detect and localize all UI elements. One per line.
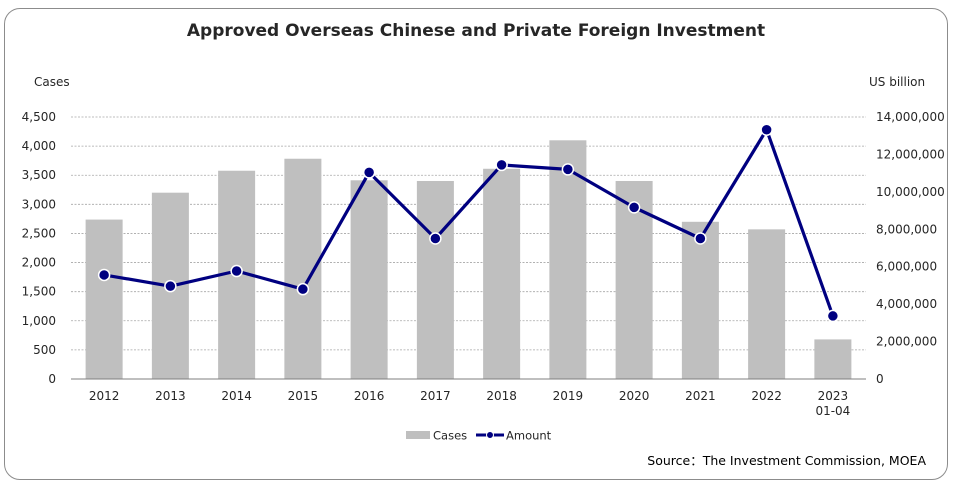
left-tick-label: 3,500 — [22, 168, 56, 182]
bar-cases-10 — [748, 229, 786, 379]
amount-point-7 — [561, 163, 575, 176]
left-tick-label: 0 — [48, 372, 56, 386]
left-tick-label: 2,000 — [22, 256, 56, 270]
x-tick-label: 2012 — [89, 389, 120, 403]
left-tick-label: 1,000 — [22, 314, 56, 328]
amount-point-6 — [495, 158, 508, 172]
x-tick-label: 2016 — [354, 389, 385, 403]
amount-point-4 — [362, 166, 376, 179]
right-axis-title: US billion — [869, 75, 925, 89]
amount-point-9 — [694, 232, 707, 245]
bar-cases-5 — [416, 180, 454, 379]
source-note: Source：The Investment Commission, MOEA — [647, 453, 926, 468]
legend-label-amount: Amount — [506, 429, 552, 443]
left-tick-label: 2,500 — [22, 226, 56, 240]
right-tick-label: 0 — [876, 372, 884, 386]
left-tick-label: 4,500 — [22, 110, 56, 124]
x-tick-label: 2017 — [420, 389, 451, 403]
left-axis-title: Cases — [34, 75, 70, 89]
bar-series — [85, 140, 852, 379]
right-tick-label: 2,000,000 — [876, 335, 937, 349]
amount-point-11 — [826, 309, 840, 323]
right-tick-label: 14,000,000 — [876, 110, 945, 124]
x-tick-label: 01-04 — [815, 404, 850, 418]
right-tick-label: 12,000,000 — [876, 147, 945, 161]
x-tick-label: 2023 — [818, 389, 849, 403]
bar-cases-9 — [681, 221, 719, 379]
left-tick-label: 3,000 — [22, 197, 56, 211]
amount-point-2 — [230, 264, 243, 278]
right-tick-label: 8,000,000 — [876, 222, 937, 236]
x-tick-label: 2021 — [685, 389, 716, 403]
amount-point-5 — [429, 232, 442, 245]
axes: 0 500 1,000 1,500 2,000 2,500 3,000 3,500 4,000 4… — [22, 110, 945, 418]
amount-point-1 — [164, 279, 177, 293]
legend-label-cases: Cases — [433, 429, 467, 443]
line-series — [97, 123, 840, 323]
bar-cases-6 — [483, 168, 521, 379]
left-tick-label: 4,000 — [22, 139, 56, 153]
right-tick-label: 10,000,000 — [876, 185, 945, 199]
chart-title: Approved Overseas Chinese and Private Fo… — [187, 21, 765, 41]
right-tick-label: 6,000,000 — [876, 260, 937, 274]
legend-swatch-amount-marker — [486, 431, 494, 439]
left-tick-label: 500 — [33, 343, 56, 357]
x-tick-label: 2018 — [486, 389, 517, 403]
amount-point-0 — [97, 268, 111, 282]
gridlines — [71, 116, 866, 351]
amount-point-8 — [627, 201, 641, 214]
left-tick-label: 1,500 — [22, 285, 56, 299]
x-tick-label: 2020 — [619, 389, 650, 403]
legend-swatch-cases — [406, 431, 430, 439]
bar-cases-4 — [350, 180, 388, 379]
bar-cases-0 — [85, 219, 123, 379]
x-tick-label: 2019 — [553, 389, 584, 403]
legend: Cases Amount — [406, 429, 552, 443]
amount-point-3 — [296, 282, 310, 296]
x-tick-label: 2014 — [221, 389, 252, 403]
x-tick-label: 2015 — [288, 389, 319, 403]
amount-line — [103, 128, 835, 317]
x-tick-label: 2022 — [751, 389, 782, 403]
right-tick-label: 4,000,000 — [876, 297, 937, 311]
bar-cases-7 — [549, 140, 587, 379]
amount-point-10 — [760, 123, 773, 136]
x-tick-label: 2013 — [155, 389, 186, 403]
bar-cases-11 — [814, 339, 852, 379]
